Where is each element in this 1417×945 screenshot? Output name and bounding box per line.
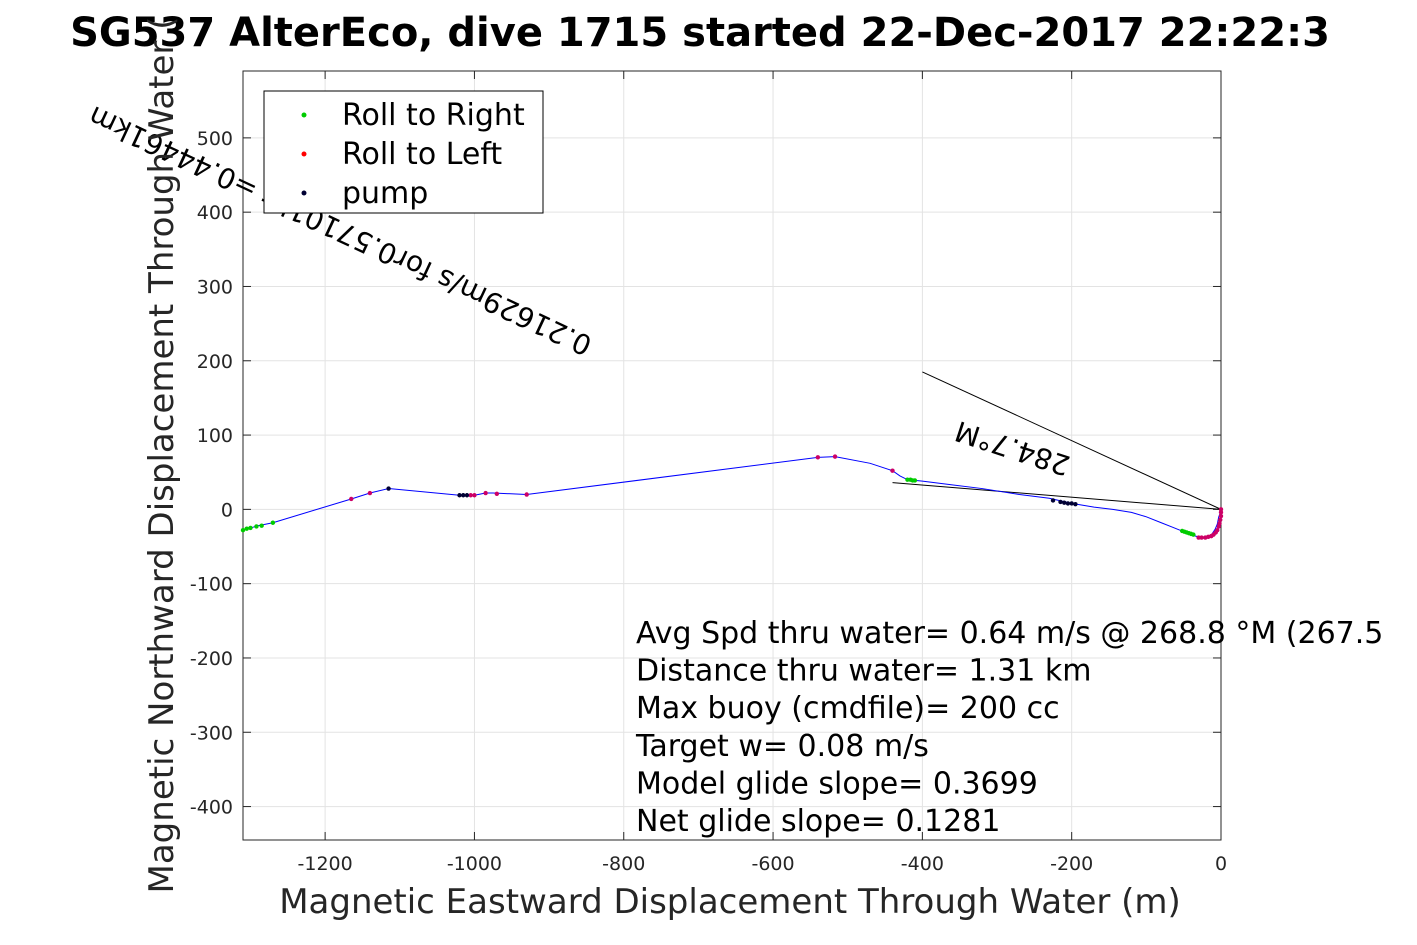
pump-point bbox=[1065, 501, 1071, 506]
stat-line: Max buoy (cmdfile)= 200 cc bbox=[636, 691, 1060, 726]
y-tick-label: 200 bbox=[197, 351, 233, 373]
roll-left-point bbox=[1216, 524, 1221, 529]
roll-left-point bbox=[1196, 535, 1201, 540]
stat-line: Distance thru water= 1.31 km bbox=[636, 654, 1091, 689]
markers bbox=[240, 454, 1224, 540]
roll-right-point bbox=[254, 524, 259, 529]
y-tick-label: -300 bbox=[190, 722, 233, 744]
roll-right-point bbox=[905, 477, 910, 482]
stat-line: Target w= 0.08 m/s bbox=[635, 729, 929, 764]
pump-point bbox=[464, 493, 470, 498]
pump-point bbox=[386, 486, 391, 491]
roll-left-point bbox=[815, 455, 821, 460]
y-tick-label: 0 bbox=[221, 499, 233, 521]
heading-line bbox=[892, 482, 1222, 510]
roll-right-point bbox=[270, 520, 276, 525]
legend-label: pump bbox=[342, 176, 428, 211]
roll-left-point bbox=[483, 490, 488, 496]
roll-left-point bbox=[890, 468, 895, 473]
pump-point bbox=[1073, 501, 1078, 507]
pump-point bbox=[461, 493, 466, 498]
roll-left-point bbox=[472, 493, 477, 498]
legend-label: Roll to Left bbox=[342, 137, 502, 172]
stat-line: Model glide slope= 0.3699 bbox=[636, 766, 1038, 801]
x-tick-label: -200 bbox=[1050, 853, 1093, 875]
stat-line: Net glide slope= 0.1281 bbox=[636, 804, 1000, 839]
legend-marker bbox=[301, 112, 307, 118]
stats-block: Avg Spd thru water= 0.64 m/s @ 268.8 °M … bbox=[635, 616, 1383, 839]
x-tick-label: 0 bbox=[1215, 853, 1227, 875]
pump-point bbox=[1062, 500, 1067, 505]
roll-left-point bbox=[367, 490, 373, 496]
y-tick-label: 500 bbox=[197, 128, 233, 150]
roll-left-point bbox=[1218, 513, 1224, 519]
pump-point bbox=[1069, 501, 1074, 506]
legend: Roll to Right Roll to Left pump bbox=[263, 90, 544, 214]
x-axis-label: Magnetic Eastward Displacement Through W… bbox=[279, 882, 1181, 922]
annotation-text-2: 284.7°M bbox=[951, 414, 1074, 482]
heading-line bbox=[922, 371, 1222, 510]
roll-left-point bbox=[1218, 510, 1224, 515]
grid bbox=[243, 71, 1222, 840]
y-tick-label: -400 bbox=[190, 797, 233, 819]
roll-right-point bbox=[248, 525, 253, 531]
roll-right-point bbox=[244, 526, 249, 531]
x-tick-label: -1000 bbox=[447, 853, 502, 875]
roll-left-point bbox=[524, 492, 529, 497]
y-tick-label: 400 bbox=[197, 202, 233, 224]
y-axis-label: Magnetic Northward Displacement Through … bbox=[142, 17, 182, 894]
legend-marker bbox=[301, 151, 307, 157]
x-tick-label: -600 bbox=[751, 853, 794, 875]
chart-title: SG537 AlterEco, dive 1715 started 22-Dec… bbox=[70, 10, 1330, 56]
legend-box bbox=[263, 90, 544, 214]
y-tick-label: -100 bbox=[190, 574, 233, 596]
roll-left-point bbox=[349, 496, 354, 502]
roll-right-point bbox=[240, 527, 246, 533]
legend-label: Roll to Right bbox=[342, 98, 525, 133]
roll-left-point bbox=[468, 493, 473, 498]
plot-area bbox=[242, 70, 1222, 841]
pump-point bbox=[1058, 499, 1063, 505]
y-tick-label: 300 bbox=[197, 276, 233, 298]
heading-lines bbox=[892, 371, 1222, 510]
roll-right-point bbox=[259, 523, 264, 528]
roll-left-point bbox=[1203, 535, 1208, 540]
y-tick-label: 100 bbox=[197, 425, 233, 447]
roll-left-point bbox=[1218, 517, 1223, 522]
roll-left-point bbox=[494, 491, 500, 496]
legend-marker bbox=[301, 190, 307, 196]
x-tick-label: -400 bbox=[901, 853, 944, 875]
axis-ticks: -1200 -1000 -800 -600 -400 -200 0-400-300-200-… bbox=[190, 71, 1227, 875]
x-tick-label: -800 bbox=[602, 853, 645, 875]
pump-point bbox=[457, 493, 462, 498]
stat-line: Avg Spd thru water= 0.64 m/s @ 268.8 °M … bbox=[636, 616, 1383, 651]
roll-right-point bbox=[1179, 528, 1185, 534]
x-tick-label: -1200 bbox=[298, 853, 353, 875]
y-tick-label: -200 bbox=[190, 648, 233, 670]
roll-left-point bbox=[832, 454, 838, 459]
pump-point bbox=[1050, 498, 1056, 503]
